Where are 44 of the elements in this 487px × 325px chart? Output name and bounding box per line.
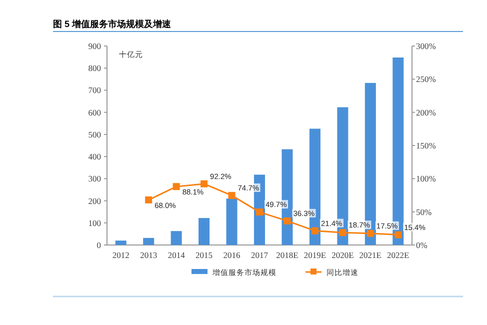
y-tick-label: 500 — [88, 129, 101, 140]
chart-title: 图 5 增值服务市场规模及增速 — [53, 19, 172, 29]
point — [394, 231, 402, 238]
y-tick-label: 800 — [88, 63, 101, 74]
point — [284, 217, 291, 224]
point — [256, 208, 263, 216]
x-tick-label: 2015 — [196, 250, 213, 260]
y2-tick-label: 150% — [416, 140, 436, 150]
point — [311, 227, 318, 234]
y-tick-label: 100 — [88, 218, 101, 228]
point — [145, 196, 152, 204]
point — [200, 180, 208, 188]
y2-tick-label: 50% — [416, 206, 432, 217]
point — [366, 230, 374, 237]
x-tick-label: 2019E — [304, 250, 326, 260]
y2-tick-label: 300% — [416, 41, 436, 51]
y-tick-label: 900 — [88, 41, 101, 51]
point — [228, 192, 236, 199]
y2-tick-label: 0% — [416, 240, 428, 250]
y-tick-label: 200 — [88, 196, 101, 206]
x-tick-label: 2016 — [223, 250, 240, 260]
bar — [198, 218, 210, 245]
y-tick-label: 300 — [88, 174, 101, 184]
bar — [115, 240, 126, 245]
bar — [170, 231, 182, 245]
x-tick-label: 2022E — [387, 250, 410, 260]
bar — [143, 238, 154, 245]
y2-tick-label: 200% — [416, 107, 436, 118]
point — [339, 229, 346, 236]
bar — [226, 198, 238, 245]
y-tick-label: 400 — [88, 152, 101, 162]
point — [172, 183, 180, 190]
x-tick-label: 2012 — [112, 250, 130, 260]
x-tick-label: 2018E — [276, 250, 298, 260]
x-tick-label: 2017 — [251, 250, 268, 260]
y-tick-label: 0 — [96, 240, 101, 250]
y-tick-label: 700 — [88, 85, 101, 96]
y2-tick-label: 250% — [416, 74, 436, 84]
x-tick-label: 2014 — [168, 250, 186, 260]
y-tick-label: 600 — [88, 107, 101, 118]
x-tick-label: 2013 — [140, 250, 158, 260]
x-tick-label: 2021E — [359, 250, 382, 260]
y2-tick-label: 100% — [416, 174, 436, 184]
x-tick-label: 2020E — [332, 250, 354, 260]
